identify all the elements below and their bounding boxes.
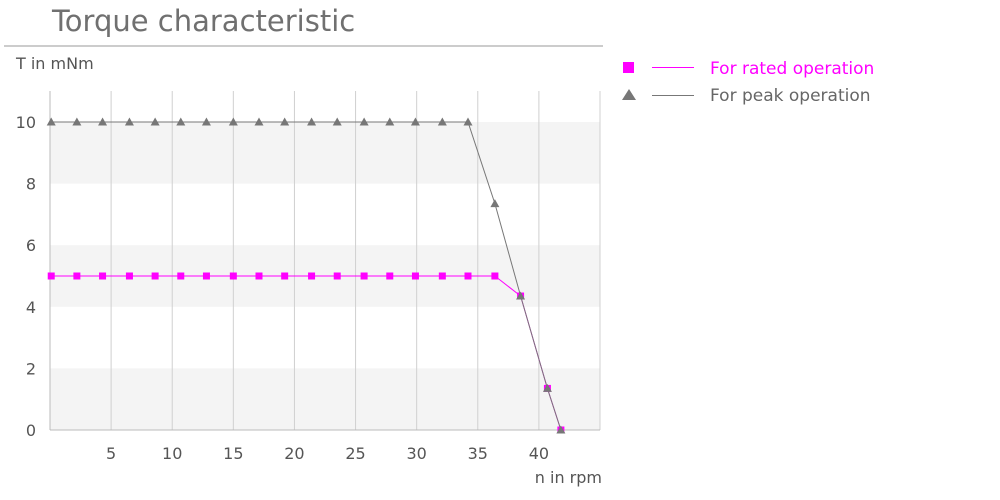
data-point-square [151,272,159,280]
data-point-square [229,272,237,280]
data-point-square [99,272,107,280]
x-tick-labels: 5 10 15 20 25 30 35 40 [106,444,549,463]
y-tick-label: 2 [26,359,36,378]
x-tick-label: 20 [284,444,304,463]
data-point-square [360,272,368,280]
data-point-square [491,272,499,280]
data-point-square [281,272,289,280]
data-point-square [73,272,81,280]
x-axis-label: n in rpm [535,468,602,487]
data-point-square [255,272,263,280]
legend-item-rated: For rated operation [623,59,874,79]
legend-triangle-marker-icon [622,89,636,100]
data-point-square [202,272,210,280]
y-tick-label: 6 [26,236,36,255]
data-point-triangle [46,117,56,126]
data-point-triangle [176,117,186,126]
data-point-square [308,272,316,280]
data-point-triangle [254,117,264,126]
y-tick-label: 0 [26,421,36,440]
x-tick-label: 5 [106,444,116,463]
y-axis-label: T in mNm [15,54,94,73]
y-tick-label: 8 [26,175,36,194]
series-peak [46,117,566,434]
legend-square-marker-icon [623,62,634,73]
x-tick-label: 10 [162,444,182,463]
data-point-square [177,272,185,280]
x-tick-label: 15 [223,444,243,463]
data-point-triangle [410,117,420,126]
data-point-triangle [201,117,211,126]
data-point-square [411,272,419,280]
data-point-triangle [385,117,395,126]
vertical-gridlines [110,91,540,430]
x-tick-label: 30 [406,444,426,463]
legend-label-rated: For rated operation [710,59,874,79]
x-tick-label: 25 [345,444,365,463]
y-tick-labels: 0 2 4 6 8 10 [16,113,36,440]
data-point-triangle [332,117,342,126]
data-point-triangle [150,117,160,126]
data-point-triangle [542,383,552,392]
data-point-triangle [72,117,82,126]
grid-band [50,368,600,430]
data-point-triangle [516,291,526,300]
data-point-triangle [98,117,108,126]
data-point-square [464,272,472,280]
axes [49,91,601,431]
legend: For rated operation For peak operation [622,59,874,106]
data-point-triangle [280,117,290,126]
data-point-triangle [124,117,134,126]
data-point-square [47,272,55,280]
data-point-triangle [307,117,317,126]
y-tick-label: 10 [16,113,36,132]
data-point-square [125,272,133,280]
data-point-triangle [437,117,447,126]
data-point-square [333,272,341,280]
data-point-triangle [359,117,369,126]
y-tick-label: 4 [26,298,36,317]
x-tick-label: 35 [468,444,488,463]
data-point-triangle [463,117,473,126]
chart-title: Torque characteristic [51,4,355,38]
grid-band [50,122,600,184]
data-point-square [438,272,446,280]
data-point-triangle [556,425,566,434]
data-point-triangle [490,199,500,208]
data-point-triangle [228,117,238,126]
data-point-square [386,272,394,280]
legend-item-peak: For peak operation [622,86,871,106]
data-series [46,117,566,434]
x-tick-label: 40 [529,444,549,463]
legend-label-peak: For peak operation [710,86,871,106]
